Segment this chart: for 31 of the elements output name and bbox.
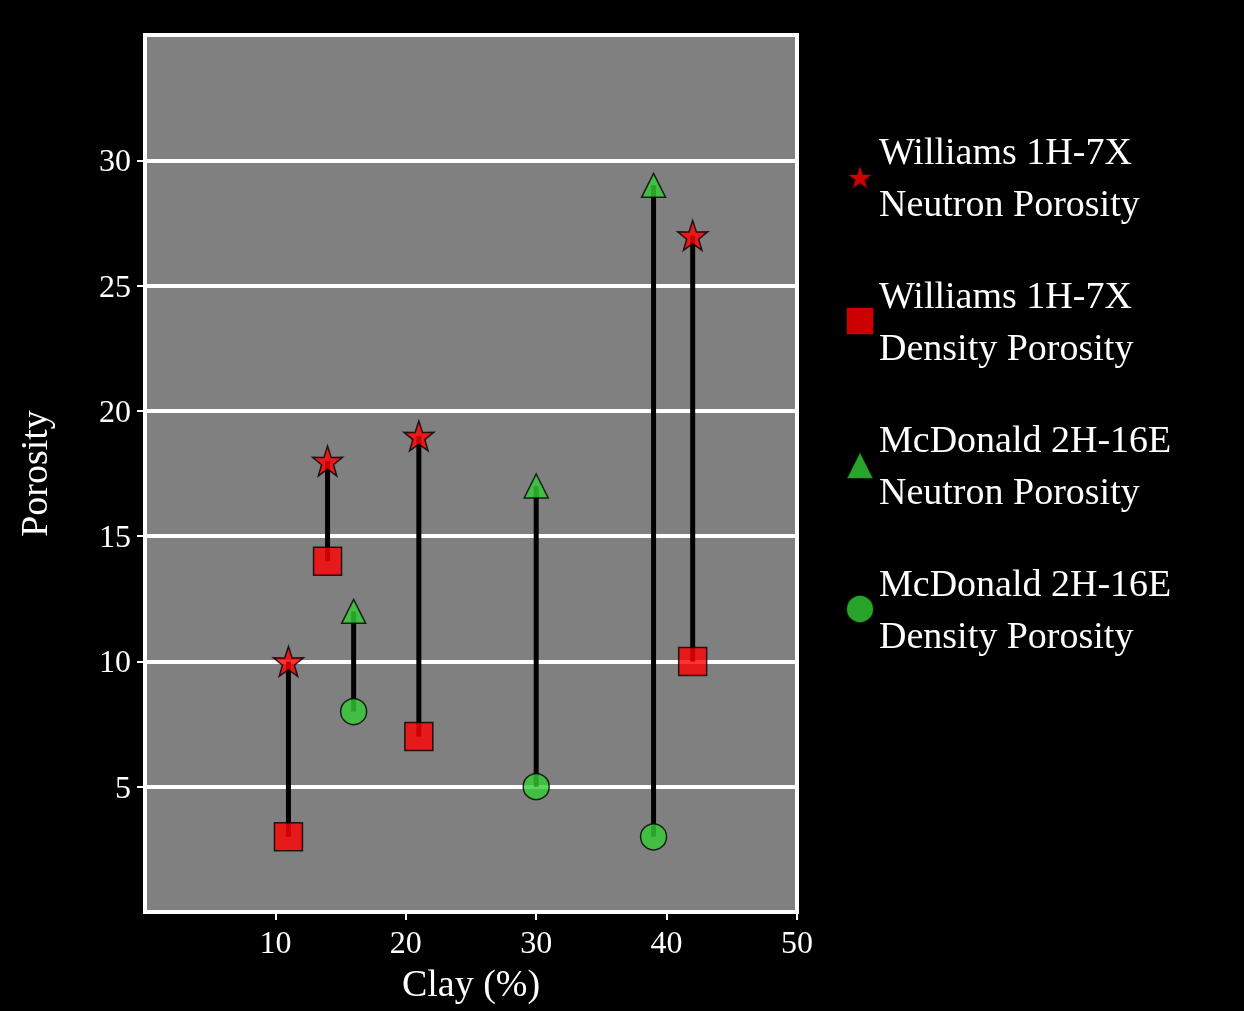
point bbox=[676, 219, 709, 252]
x-tick-label: 40 bbox=[650, 924, 683, 960]
point bbox=[312, 546, 343, 576]
legend-label: McDonald 2H-16E Neutron Porosity bbox=[879, 418, 1172, 512]
y-tick-label: 25 bbox=[99, 267, 131, 304]
point bbox=[640, 172, 667, 199]
point bbox=[639, 823, 668, 851]
x-tick-label: 20 bbox=[389, 924, 422, 960]
x-tick-label: 10 bbox=[259, 924, 292, 960]
x-tick-label: 50 bbox=[781, 924, 813, 960]
y-tick-label: 10 bbox=[99, 643, 131, 680]
point bbox=[404, 721, 434, 752]
y-tick-label: 5 bbox=[115, 768, 131, 805]
y-tick-label: 20 bbox=[99, 392, 131, 429]
legend-label: McDonald 2H-16E Density Porosity bbox=[879, 562, 1172, 656]
x-tick-label: 30 bbox=[520, 924, 553, 960]
x-axis-title: Clay (%) bbox=[401, 962, 541, 1005]
point bbox=[272, 645, 305, 678]
point bbox=[273, 822, 304, 852]
point bbox=[677, 646, 708, 677]
y-axis-title: Porosity bbox=[13, 410, 55, 537]
point bbox=[522, 772, 550, 801]
point bbox=[311, 445, 344, 477]
point bbox=[403, 420, 435, 452]
legend-label: Williams 1H-7X Neutron Porosity bbox=[879, 130, 1140, 224]
point bbox=[340, 598, 367, 625]
y-tick-label: 15 bbox=[99, 518, 131, 555]
point bbox=[523, 473, 549, 499]
point bbox=[339, 697, 368, 726]
legend-label: Williams 1H-7X Density Porosity bbox=[879, 274, 1134, 368]
y-tick-label: 30 bbox=[99, 142, 131, 179]
